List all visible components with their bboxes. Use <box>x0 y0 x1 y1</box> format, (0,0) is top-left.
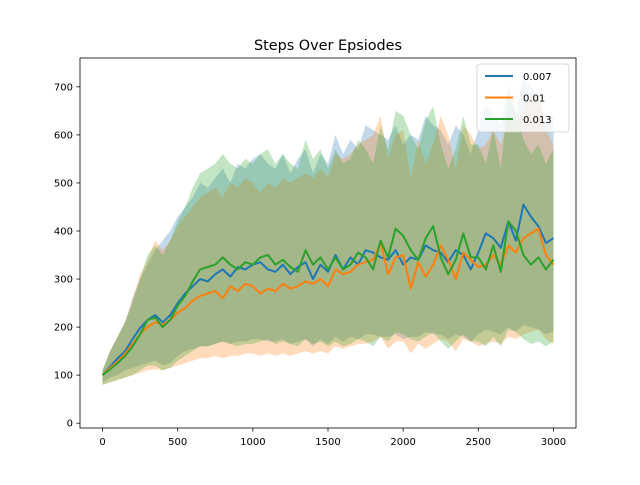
y-tick-label: 0 <box>67 419 73 430</box>
line-series-2 <box>101 220 555 376</box>
y-tick-label: 400 <box>54 226 73 237</box>
x-tick-label: 0 <box>99 437 105 448</box>
y-tick-label: 700 <box>54 82 73 93</box>
band-series-0 <box>102 77 554 383</box>
band-series-1 <box>102 91 554 385</box>
line-series-0 <box>101 203 555 376</box>
y-tick-label: 100 <box>54 371 73 382</box>
y-tick-label: 200 <box>54 323 73 334</box>
error-bands <box>102 77 554 385</box>
x-tick-label: 3000 <box>541 437 566 448</box>
x-tick-label: 1000 <box>240 437 265 448</box>
legend-label-1: 0.01 <box>523 94 545 105</box>
series-lines <box>101 203 555 376</box>
legend-box <box>476 63 570 133</box>
x-tick-label: 1500 <box>315 437 340 448</box>
x-tick-label: 2000 <box>390 437 415 448</box>
axes: 0 500 1000 1500 2000 2500 3000 0 100 200 300 400 500… <box>54 57 577 448</box>
legend-label-0: 0.007 <box>523 72 552 83</box>
x-tick-label: 2500 <box>466 437 491 448</box>
line-series-1 <box>101 227 555 376</box>
y-tick-label: 300 <box>54 275 73 286</box>
y-tick-label: 600 <box>54 130 73 141</box>
band-series-2 <box>102 96 554 385</box>
legend: 0.007 0.01 0.013 <box>476 63 570 133</box>
legend-label-2: 0.013 <box>523 115 552 126</box>
y-tick-label: 500 <box>54 178 73 189</box>
chart-title: Steps Over Epsiodes <box>254 38 402 54</box>
x-tick-label: 500 <box>168 437 187 448</box>
